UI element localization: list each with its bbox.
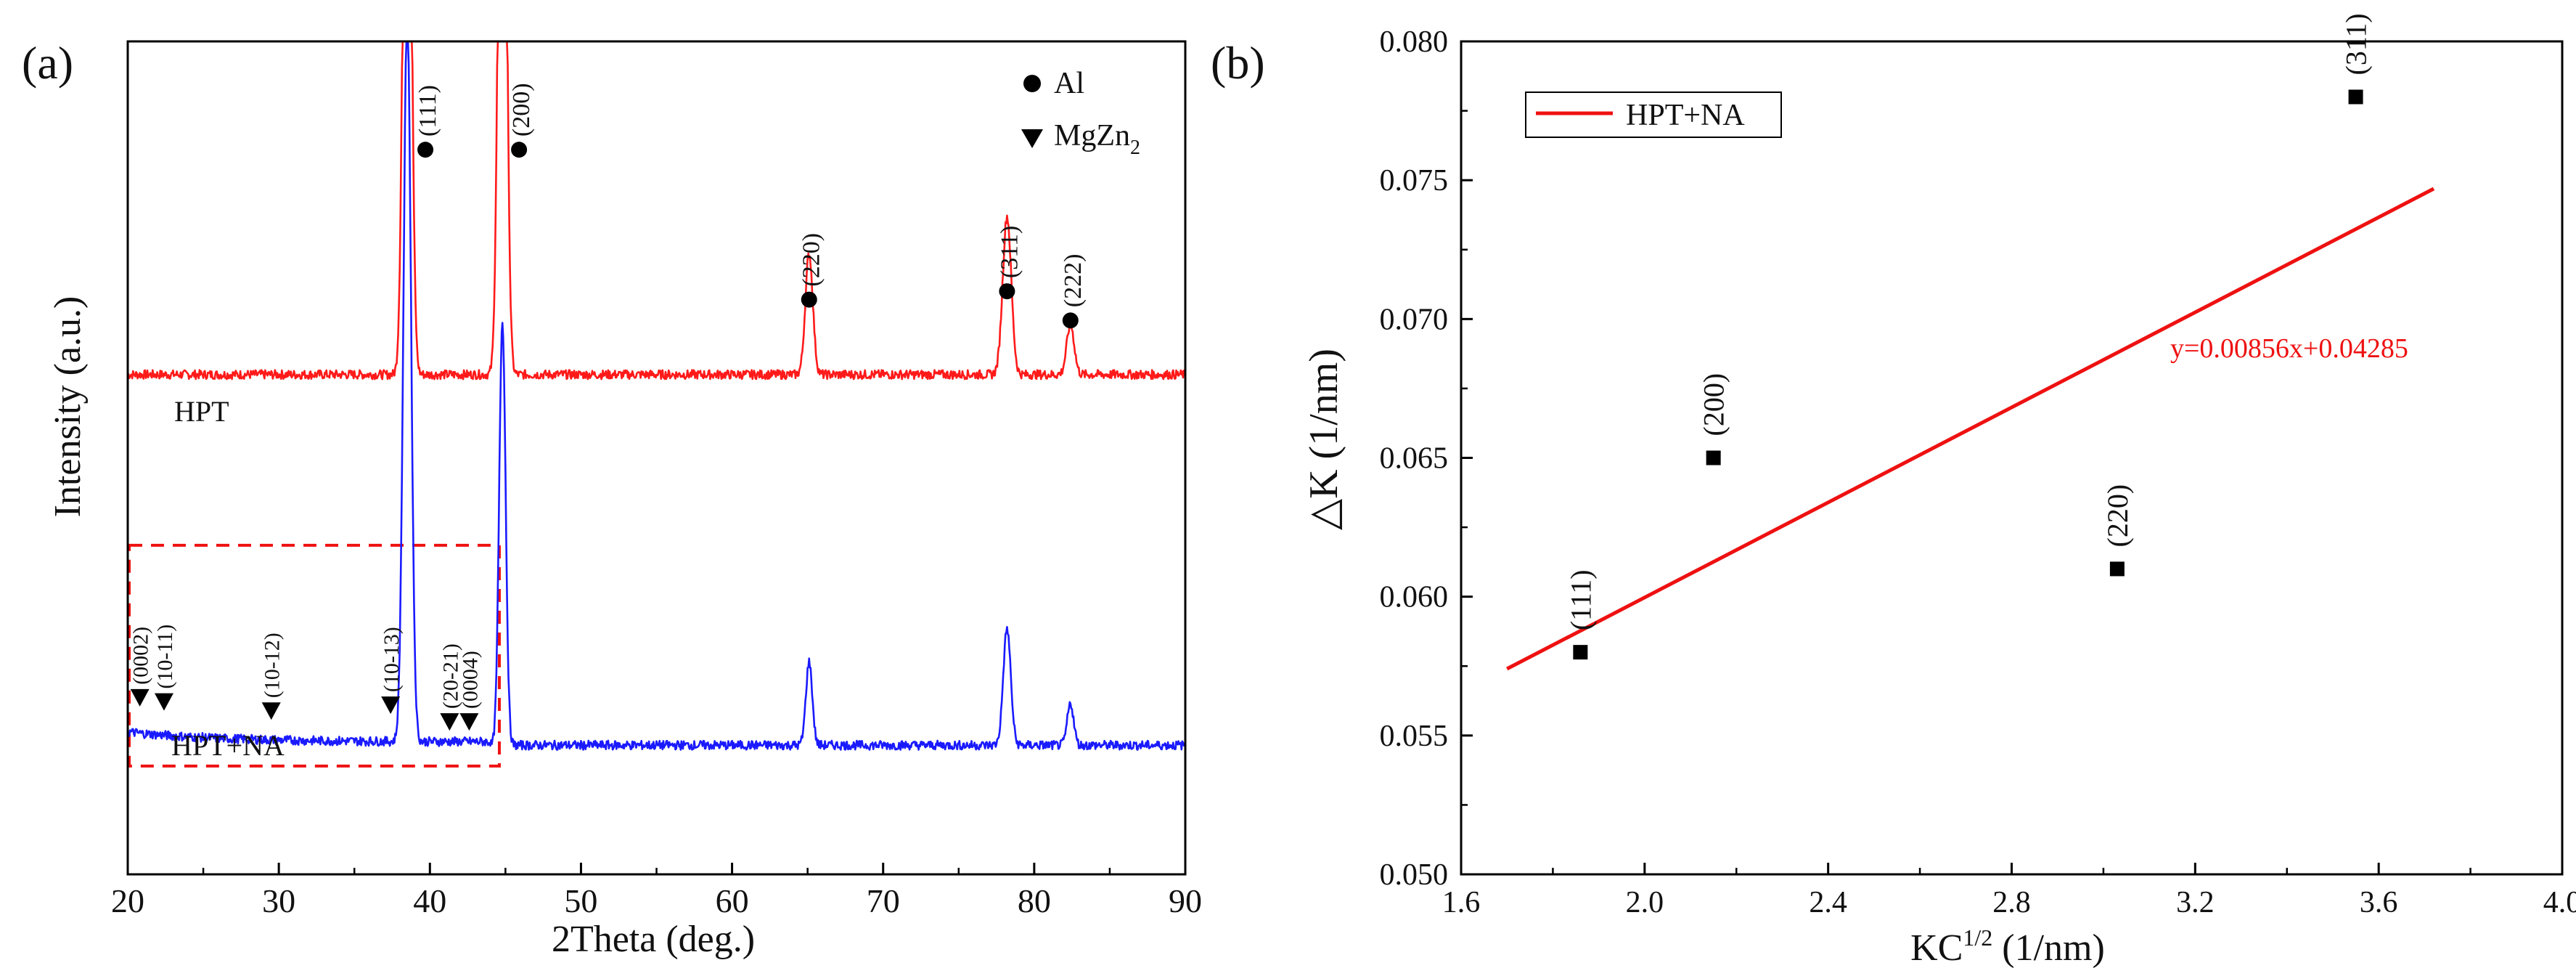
panel-b-label: (b) bbox=[1211, 37, 1265, 89]
al-peak-marker bbox=[417, 142, 434, 158]
al-peak-marker bbox=[801, 291, 817, 308]
wh-plot-frame bbox=[1460, 40, 2564, 876]
mgzn2-peak-marker bbox=[130, 688, 150, 707]
fit-equation: y=0.00856x+0.04285 bbox=[2170, 333, 2408, 364]
mgzn2-peak-label: (0004) bbox=[458, 651, 482, 709]
wh-legend-label: HPT+NA bbox=[1626, 99, 1745, 132]
xrd-series-hptna bbox=[126, 40, 1187, 751]
mgzn2-peak-label: (0002) bbox=[129, 627, 153, 685]
al-peak-marker bbox=[1062, 312, 1079, 329]
al-peak-label: (222) bbox=[1060, 254, 1087, 308]
xrd-x-tick-label: 40 bbox=[413, 882, 446, 919]
al-peak-marker bbox=[511, 142, 528, 158]
xrd-plot-frame bbox=[126, 40, 1187, 876]
wh-y-tick-label: 0.050 bbox=[1380, 858, 1449, 892]
wh-fit-group bbox=[1506, 187, 2435, 671]
wh-legend: HPT+NA bbox=[1525, 92, 1782, 138]
wh-fit-line bbox=[1506, 187, 2435, 671]
wh-y-axis-label: △K (1/nm) bbox=[1301, 349, 1346, 530]
mgzn2-peak-label: (20-21) bbox=[438, 643, 462, 709]
xrd-x-tick-label: 60 bbox=[716, 882, 749, 919]
mgzn2-peak-marker bbox=[261, 702, 281, 720]
wh-x-tick-label: 1.6 bbox=[1442, 886, 1481, 919]
wh-ticks-group: 1.6 2.0 2.4 2.8 3.2 3.6 4.0 0.050 0.055 0.060 0.06… bbox=[1380, 25, 2576, 919]
wh-x-tick-label: 4.0 bbox=[2543, 886, 2576, 919]
wh-y-tick-label: 0.060 bbox=[1380, 581, 1449, 614]
mgzn2-peak-marker bbox=[381, 696, 401, 715]
wh-points-group: (111) (200) (220) (311) bbox=[1564, 13, 2373, 660]
wh-y-tick-label: 0.075 bbox=[1380, 164, 1449, 198]
wh-point-label: (220) bbox=[2101, 484, 2134, 548]
legend-mgzn2-marker bbox=[1021, 129, 1043, 148]
wh-x-axis-label: KC1/2 (1/nm) bbox=[1910, 924, 2105, 969]
mgzn2-peak-marker bbox=[440, 713, 459, 731]
mgzn2-peak-label: (10-11) bbox=[153, 625, 177, 689]
panel-a-label: (a) bbox=[22, 37, 73, 89]
xrd-x-axis-label: 2Theta (deg.) bbox=[552, 919, 755, 960]
wh-point-label: (311) bbox=[2340, 13, 2373, 75]
wh-point-label: (200) bbox=[1698, 373, 1730, 436]
legend-al-marker bbox=[1023, 75, 1041, 92]
xrd-legend: Al MgZn2 bbox=[1021, 67, 1140, 159]
xrd-peak-markers: (111) (200) (220) (311) (222) (0002) (10-11) (1… bbox=[129, 83, 1087, 731]
xrd-panel: (a) Intensity (a.u.) 2Theta (deg.) 20 30 4… bbox=[22, 37, 1202, 960]
wh-y-tick-label: 0.065 bbox=[1380, 442, 1449, 476]
xrd-x-tick-label: 80 bbox=[1018, 882, 1051, 919]
wh-point-label: (111) bbox=[1564, 569, 1597, 630]
series-label-hpt: HPT bbox=[174, 395, 229, 428]
wh-x-tick-label: 2.0 bbox=[1626, 886, 1664, 919]
wh-y-tick-label: 0.070 bbox=[1380, 303, 1449, 336]
xrd-x-tick-label: 90 bbox=[1169, 882, 1202, 919]
al-peak-label: (311) bbox=[996, 226, 1023, 278]
wh-x-tick-label: 3.6 bbox=[2360, 886, 2398, 919]
xrd-x-tick-label: 70 bbox=[867, 882, 900, 919]
wh-x-tick-label: 3.2 bbox=[2176, 886, 2215, 919]
xrd-x-tick-label: 30 bbox=[262, 882, 295, 919]
xrd-x-tick-label: 20 bbox=[111, 882, 144, 919]
xrd-y-axis-label: Intensity (a.u.) bbox=[47, 296, 89, 518]
legend-mgzn2-label: MgZn2 bbox=[1054, 119, 1140, 159]
wh-y-tick-label: 0.080 bbox=[1380, 25, 1449, 59]
wh-x-tick-label: 2.4 bbox=[1809, 886, 1847, 919]
mgzn2-peak-label: (10-13) bbox=[380, 627, 404, 692]
al-peak-label: (111) bbox=[414, 85, 441, 137]
al-peak-label: (220) bbox=[798, 233, 825, 287]
wh-data-point bbox=[1706, 450, 1721, 465]
series-label-hptna: HPT+NA bbox=[171, 729, 285, 762]
wh-data-point bbox=[2348, 89, 2363, 105]
legend-al-label: Al bbox=[1054, 67, 1084, 100]
al-peak-label: (200) bbox=[508, 83, 535, 137]
mgzn2-peak-marker bbox=[459, 713, 479, 731]
mgzn2-peak-label: (10-12) bbox=[261, 633, 285, 698]
wh-y-tick-label: 0.055 bbox=[1380, 720, 1449, 753]
xrd-ticks-group: 20 30 40 50 60 70 80 90 bbox=[111, 863, 1202, 919]
wh-data-point bbox=[2109, 561, 2125, 577]
highlight-box bbox=[128, 543, 501, 768]
al-peak-marker bbox=[999, 283, 1015, 300]
xrd-series-group bbox=[126, 40, 1187, 768]
xrd-x-tick-label: 50 bbox=[564, 882, 597, 919]
xrd-series-hpt bbox=[127, 40, 1187, 381]
mgzn2-peak-marker bbox=[154, 693, 173, 711]
williamson-hall-panel: (b) △K (1/nm) KC1/2 (1/nm) 1.6 2.0 2.4 2.8 3… bbox=[1211, 13, 2576, 969]
wh-x-tick-label: 2.8 bbox=[1992, 886, 2031, 919]
wh-data-point bbox=[1573, 645, 1588, 660]
